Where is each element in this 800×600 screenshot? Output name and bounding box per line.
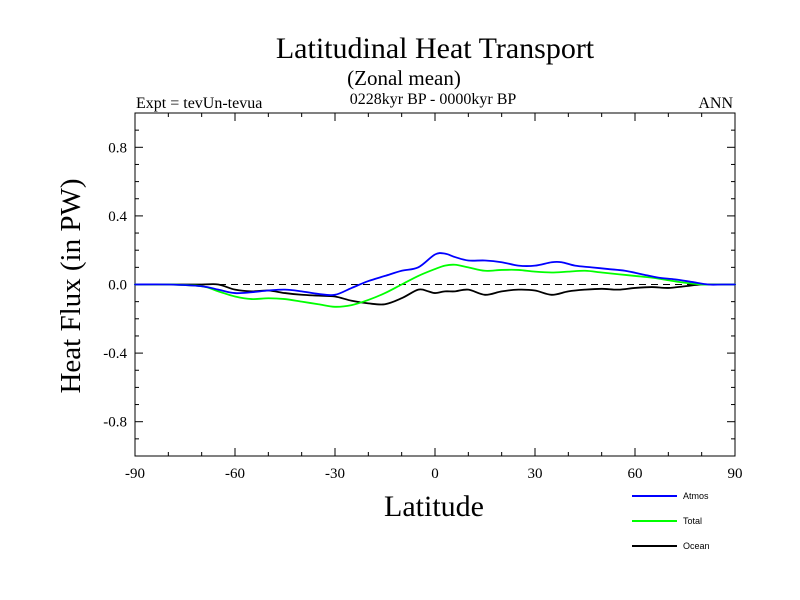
y-tick-label: 0.0 <box>108 278 127 294</box>
chart-period: 0228kyr BP - 0000kyr BP <box>350 91 517 108</box>
y-tick-label: 0.4 <box>108 209 127 225</box>
legend-label-total: Total <box>683 516 702 526</box>
series-line-total <box>134 263 736 308</box>
axis-ticks <box>134 112 736 457</box>
x-tick-label: 90 <box>728 466 743 482</box>
x-tick-label: -60 <box>225 466 245 482</box>
x-tick-label: 60 <box>628 466 643 482</box>
x-tick-label: -30 <box>325 466 345 482</box>
y-tick-label: -0.4 <box>103 346 127 362</box>
x-tick-label: -90 <box>125 466 145 482</box>
y-tick-label: 0.8 <box>108 140 127 156</box>
data-series <box>134 252 736 308</box>
chart-title: Latitudinal Heat Transport <box>276 32 595 65</box>
y-tick-label: -0.8 <box>103 415 127 431</box>
y-axis-label: Heat Flux (in PW) <box>55 178 87 393</box>
x-axis-label: Latitude <box>384 490 484 523</box>
axis-tick-labels: -90 -60 -30 0 30 60 90 -0.8 -0.4 0.0 0.4 0.8 <box>103 140 742 482</box>
x-tick-label: 0 <box>431 466 439 482</box>
legend: Atmos Total Ocean <box>632 491 710 551</box>
experiment-label: Expt = tevUn-tevua <box>136 95 262 112</box>
chart-subtitle: (Zonal mean) <box>347 66 461 90</box>
x-tick-label: 30 <box>528 466 543 482</box>
season-label: ANN <box>698 95 733 112</box>
legend-label-atmos: Atmos <box>683 491 709 501</box>
legend-label-ocean: Ocean <box>683 541 710 551</box>
series-line-atmos <box>134 252 736 297</box>
